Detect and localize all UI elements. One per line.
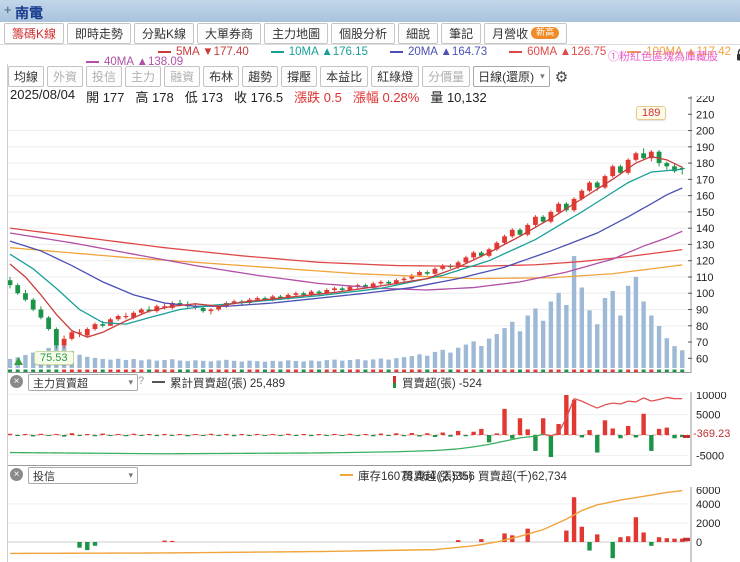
bar-icon (392, 376, 397, 388)
panel-separator (7, 372, 691, 373)
help-icon[interactable]: ? (138, 375, 145, 387)
svg-text:120: 120 (696, 256, 714, 268)
tab-8[interactable]: 筆記 (441, 22, 482, 44)
svg-text:100: 100 (696, 288, 714, 300)
ma-legend-100MA: 100MA ▲117.42 (628, 46, 731, 58)
ohlc-info-row: 2025/08/04 開 177 高 178 低 173 收 176.5 漲跌 0.5 漲幅… (10, 87, 487, 106)
toolbar-button-1[interactable]: 均線 (8, 66, 45, 87)
toolbar-button-11[interactable]: 分價量 (422, 66, 471, 87)
window-titlebar: + 南電 (0, 0, 740, 23)
toolbar-button-5[interactable]: 融資 (164, 66, 201, 87)
svg-text:200: 200 (696, 126, 714, 138)
toolbar-button-2[interactable]: 外資 (47, 66, 84, 87)
toolbar-button-4[interactable]: 主力 (125, 66, 162, 87)
panel3-header: × 投信 ▾ 庫存16078.464 (2.5%) 買賣超(張)356 買賣超(千… (0, 466, 740, 485)
line-swatch (152, 381, 165, 383)
svg-text:140: 140 (696, 223, 714, 235)
svg-text:2000: 2000 (696, 518, 720, 530)
period-dropdown[interactable]: 日線(還原) ▾ (473, 66, 550, 87)
svg-text:90: 90 (696, 305, 708, 317)
stock-title: 南電 (15, 5, 43, 21)
netbuy-legend: 買賣超(張) -524 (402, 378, 482, 390)
panel2-indicator-dropdown[interactable]: 主力買賣超 ▾ (28, 374, 138, 391)
ma-legend-row1: 5MA ▼177.40 10MA ▲176.15 20MA ▲164.73 60MA … (158, 46, 731, 58)
svg-text:110: 110 (696, 272, 714, 284)
info-part: 收 176.5 (234, 90, 284, 105)
tab-2[interactable]: 即時走勢 (67, 22, 132, 44)
gear-icon[interactable]: ⚙ (554, 68, 569, 86)
svg-text:60: 60 (696, 353, 708, 365)
svg-text:190: 190 (696, 142, 714, 154)
svg-text:80: 80 (696, 321, 708, 333)
svg-text:220: 220 (696, 96, 714, 105)
tab-9[interactable]: 月營收 新高 (484, 22, 568, 44)
svg-text:6000: 6000 (696, 487, 720, 497)
toolbar-button-7[interactable]: 趨勢 (242, 66, 279, 87)
info-part: 2025/08/04 (10, 87, 76, 102)
close-icon[interactable]: × (10, 375, 23, 388)
toolbar-button-3[interactable]: 投信 (86, 66, 123, 87)
svg-text:10000: 10000 (696, 392, 727, 402)
line-swatch (340, 474, 353, 476)
toolbar-button-10[interactable]: 紅綠燈 (371, 66, 420, 87)
indicator-toolbar: 均線 外資 投信 主力 融資 布林 趨勢 撐壓 本益比 紅綠燈 分價量 日線(還原) ▾ ⚙ (8, 66, 568, 87)
main-force-netbuy-chart[interactable]: 10000 5000 -5000 (0, 392, 740, 466)
svg-text:170: 170 (696, 174, 714, 186)
info-part: 漲幅 0.28% (352, 90, 420, 105)
panel2-current-value: -369.23 (693, 428, 731, 440)
panel2-header: × 主力買賣超 ▾ ? 累計買賣超(張) 25,489 買賣超(張) -524 (0, 373, 740, 392)
close-icon[interactable]: × (10, 468, 23, 481)
ma-legend-40MA: 40MA ▲138.09 (86, 56, 183, 68)
chart-left-border (7, 64, 8, 562)
tab-5[interactable]: 主力地圖 (264, 22, 329, 44)
ma-legend-60MA: 60MA ▲126.75 (509, 46, 606, 58)
ma-legend-row2: 40MA ▲138.09 (86, 56, 183, 68)
ma-legend-5MA: 5MA ▼177.40 (158, 46, 249, 58)
info-part: 量 10,132 (430, 90, 487, 105)
peak-price-badge: 189 (636, 106, 667, 120)
svg-text:150: 150 (696, 207, 714, 219)
svg-text:5000: 5000 (696, 410, 720, 422)
info-part: 高 178 (135, 90, 174, 105)
tab-7[interactable]: 細說 (398, 22, 439, 44)
info-part: 漲跌 0.5 (294, 90, 342, 105)
tab-3[interactable]: 分點K線 (134, 22, 195, 44)
panel3-indicator-dropdown[interactable]: 投信 ▾ (28, 467, 138, 484)
info-part: 低 173 (184, 90, 224, 105)
panel-separator (7, 465, 691, 466)
toolbar-button-6[interactable]: 布林 (203, 66, 240, 87)
svg-text:210: 210 (696, 109, 714, 121)
info-part: 開 177 (86, 90, 125, 105)
svg-text:180: 180 (696, 158, 714, 170)
main-candlestick-chart[interactable]: 220 210 200 190 180 170 160 150 140 130 120 110 100 9… (0, 96, 740, 373)
tab-4[interactable]: 大單券商 (197, 22, 262, 44)
inventory-legend: 庫存16078.464 (2.5%) (358, 471, 473, 483)
svg-text:70: 70 (696, 337, 708, 349)
ma-legend-20MA: 20MA ▲164.73 (389, 46, 487, 58)
new-high-badge: 新高 (531, 27, 560, 39)
svg-text:4000: 4000 (696, 499, 720, 511)
ma-legend-10MA: 10MA ▲176.15 (270, 46, 368, 58)
toolbar-button-9[interactable]: 本益比 (320, 66, 369, 87)
cumulative-legend: 累計買賣超(張) 25,489 (170, 378, 286, 390)
trust-netbuy-chart[interactable]: 6000 4000 2000 0 (0, 487, 740, 562)
toolbar-button-8[interactable]: 撐壓 (281, 66, 318, 87)
treasury-stock-note: ①粉紅色區塊為庫藏股 (608, 51, 718, 63)
svg-text:130: 130 (696, 239, 714, 251)
plus-icon[interactable]: + (4, 2, 12, 17)
svg-text:0: 0 (696, 537, 702, 549)
low-marker-badge: 75.53 (34, 351, 74, 365)
trust-netbuy-legend: 買賣超(張)356 買賣超(千)62,734 (402, 471, 567, 483)
svg-text:-5000: -5000 (696, 450, 724, 462)
tab-1[interactable]: 籌碼K線 (4, 22, 65, 44)
tab-bar: 籌碼K線 即時走勢 分點K線 大單券商 主力地圖 個股分析 細說 筆記 月營收 新高 (0, 22, 740, 45)
svg-text:160: 160 (696, 191, 714, 203)
tab-6[interactable]: 個股分析 (331, 22, 396, 44)
